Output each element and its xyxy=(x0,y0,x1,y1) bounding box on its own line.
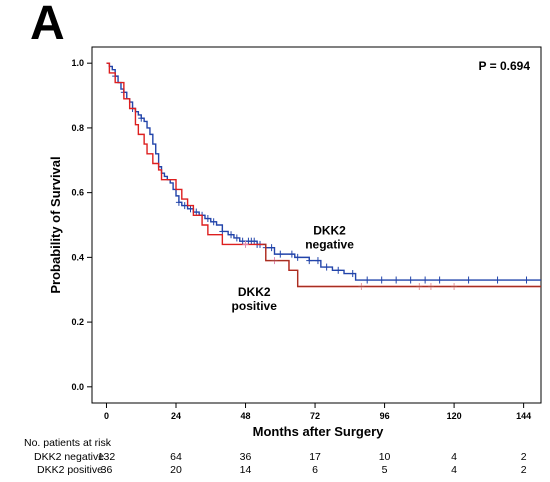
censor-mark-negative xyxy=(204,215,211,223)
censor-mark-negative xyxy=(219,227,226,235)
censor-mark-negative xyxy=(268,244,275,252)
y-tick-label: 0.0 xyxy=(71,382,84,392)
risk-cell: 36 xyxy=(100,464,113,476)
risk-cell: 6 xyxy=(312,464,318,476)
risk-cell: 132 xyxy=(97,451,116,463)
annotation-line: DKK2 xyxy=(313,224,346,238)
censor-mark-negative xyxy=(364,276,371,284)
x-tick-label: 24 xyxy=(171,411,181,421)
y-tick-label: 0.6 xyxy=(71,188,84,198)
censor-mark-negative xyxy=(422,276,429,284)
x-tick-label: 120 xyxy=(447,411,462,421)
annotation-line: DKK2 xyxy=(238,285,271,299)
risk-row-label: DKK2 negative xyxy=(34,451,105,463)
series-line-positive-late xyxy=(262,243,541,288)
censor-mark-negative xyxy=(228,231,235,239)
panel-label: A xyxy=(30,0,65,50)
annotation-line: negative xyxy=(305,238,354,252)
censor-mark-negative xyxy=(407,276,414,284)
annotation-negative: DKK2 negative xyxy=(305,224,354,252)
censor-mark-negative xyxy=(187,205,194,213)
risk-cell: 4 xyxy=(451,451,458,463)
x-tick-label: 48 xyxy=(241,411,251,421)
series-line-positive xyxy=(106,62,541,288)
risk-cell: 2 xyxy=(520,451,527,463)
censor-mark-negative xyxy=(288,250,295,258)
annotation-line: positive xyxy=(232,299,278,313)
risk-row-label: DKK2 positive xyxy=(37,464,103,476)
x-tick-label: 72 xyxy=(310,411,320,421)
censor-mark-negative xyxy=(193,208,200,216)
y-axis-label: Probability of Survival xyxy=(48,156,63,293)
censor-mark-positive xyxy=(242,240,249,248)
risk-cell: 5 xyxy=(381,464,388,476)
censor-mark-negative xyxy=(494,276,501,284)
censor-mark-negative xyxy=(294,253,301,261)
censor-mark-negative xyxy=(378,276,385,284)
censor-mark-negative xyxy=(393,276,400,284)
censor-mark-negative xyxy=(239,237,246,245)
censor-mark-negative xyxy=(181,202,188,210)
censor-mark-negative xyxy=(233,234,240,242)
risk-cell: 2 xyxy=(520,464,527,476)
censor-mark-negative xyxy=(210,218,217,226)
risk-cell: 17 xyxy=(309,451,321,463)
censor-mark-negative xyxy=(138,114,145,122)
censor-mark-negative xyxy=(335,266,342,274)
y-tick-label: 1.0 xyxy=(71,58,84,68)
censor-mark-negative xyxy=(523,276,530,284)
risk-cell: 20 xyxy=(170,464,182,476)
risk-table-title: No. patients at risk xyxy=(24,437,111,449)
x-tick-label: 0 xyxy=(104,411,109,421)
y-tick-label: 0.2 xyxy=(71,317,84,327)
censor-mark-negative xyxy=(465,276,472,284)
risk-cell: 36 xyxy=(239,451,252,463)
risk-cell: 64 xyxy=(170,451,182,463)
censor-mark-negative xyxy=(323,263,330,271)
x-axis-label: Months after Surgery xyxy=(253,424,385,439)
censor-mark-negative xyxy=(175,198,182,206)
censor-mark-negative xyxy=(306,257,313,265)
censor-mark-negative xyxy=(349,270,356,278)
censor-mark-negative xyxy=(314,257,321,265)
risk-cell: 14 xyxy=(239,464,252,476)
risk-cell: 4 xyxy=(451,464,458,476)
plot-frame xyxy=(91,46,542,404)
censor-mark-negative xyxy=(251,237,258,245)
risk-cell: 10 xyxy=(378,451,391,463)
y-tick-label: 0.4 xyxy=(71,252,84,262)
censor-mark-negative xyxy=(277,250,284,258)
censor-mark-negative xyxy=(436,276,443,284)
y-tick-label: 0.8 xyxy=(71,123,84,133)
annotation-positive: DKK2 positive xyxy=(232,285,278,313)
p-value: P = 0.694 xyxy=(479,59,531,73)
x-tick-label: 144 xyxy=(516,411,531,421)
x-tick-label: 96 xyxy=(380,411,390,421)
